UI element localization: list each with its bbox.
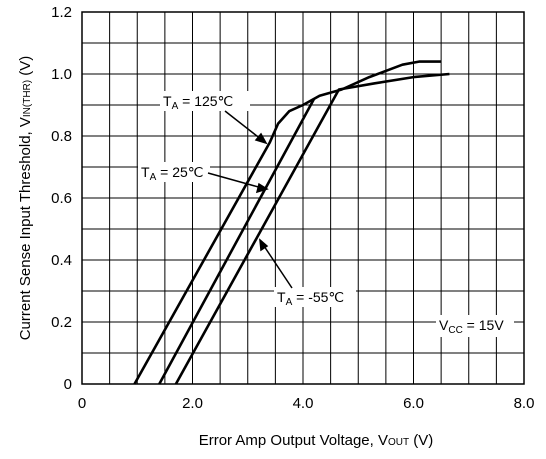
annotation-25: TA = 25℃ <box>138 162 210 183</box>
y-tick-label: 0.2 <box>51 314 72 331</box>
svg-text:TA = 25℃: TA = 25℃ <box>141 164 203 183</box>
x-tick-label: 0 <box>78 395 86 412</box>
x-tick-label: 4.0 <box>293 395 314 412</box>
y-tick-label: 1.0 <box>51 66 72 83</box>
annotation-125: TA = 125℃ <box>160 91 250 112</box>
arrow-25 <box>207 172 263 189</box>
series-line-1 <box>133 60 442 385</box>
x-tick-label: 6.0 <box>403 395 424 412</box>
arrowhead-minus55 <box>259 238 269 252</box>
series-line-2 <box>158 98 316 385</box>
svg-text:TA = 125℃: TA = 125℃ <box>163 93 233 112</box>
y-axis-title: Current Sense Input Threshold, VIN(THR) … <box>17 56 34 341</box>
plot-frame <box>81 11 525 385</box>
y-tick-label: 1.2 <box>51 4 72 21</box>
annotation-arrows <box>207 110 293 289</box>
arrow-minus55 <box>261 242 293 289</box>
y-tick-label: 0.8 <box>51 128 72 145</box>
arrowhead-25 <box>255 182 269 194</box>
y-tick-label: 0 <box>64 376 72 393</box>
series-lines <box>133 60 450 385</box>
svg-text:TA = -55℃: TA = -55℃ <box>277 289 344 308</box>
x-tick-label: 2.0 <box>182 395 203 412</box>
y-tick-label: 0.4 <box>51 252 72 269</box>
series-line-3 <box>174 72 450 385</box>
arrowhead-125 <box>254 132 268 145</box>
tick-labels: 0 2.0 4.0 6.0 8.0 0 0.2 0.4 0.6 0.8 1.0 1.2 <box>51 4 534 412</box>
annotation-minus55: TA = -55℃ <box>274 287 356 308</box>
y-tick-label: 0.6 <box>51 190 72 207</box>
x-axis-title: Error Amp Output Voltage, VOUT (V) <box>199 432 434 449</box>
annotations: TA = 125℃ TA = 25℃ TA = -55℃ VCC = 15V <box>138 91 514 337</box>
x-tick-label: 8.0 <box>514 395 535 412</box>
arrow-125 <box>224 110 263 141</box>
annotation-vcc: VCC = 15V <box>436 315 514 337</box>
svg-text:VCC = 15V: VCC = 15V <box>439 317 504 336</box>
